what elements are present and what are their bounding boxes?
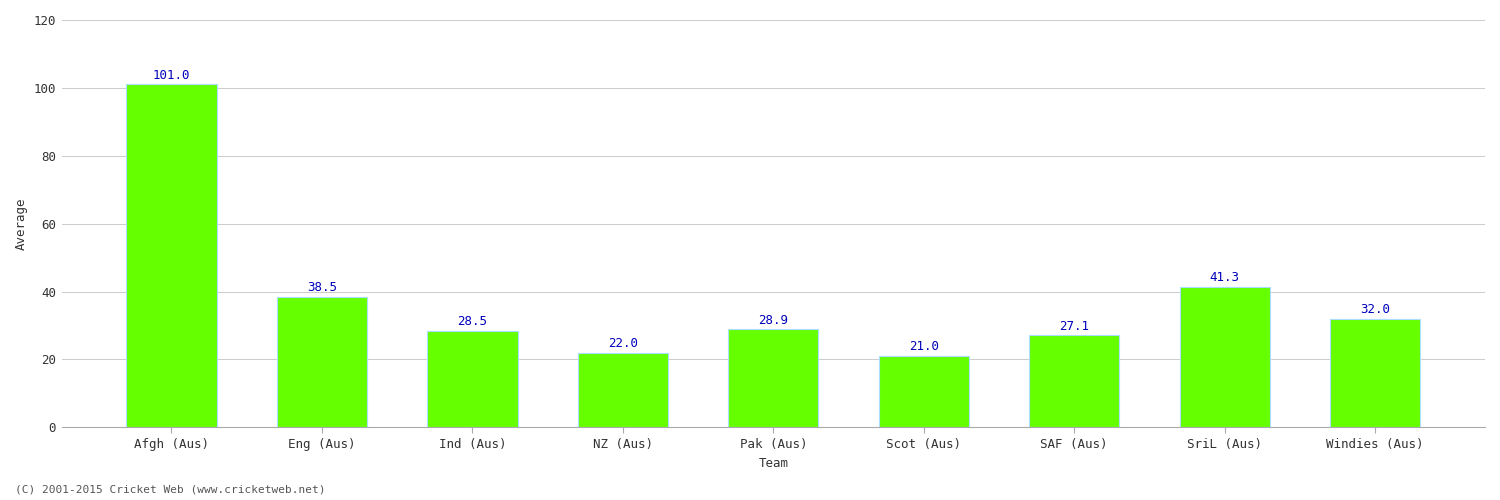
X-axis label: Team: Team — [759, 457, 789, 470]
Bar — [578, 352, 668, 428]
Text: 41.3: 41.3 — [1209, 272, 1239, 284]
Text: 101.0: 101.0 — [153, 69, 190, 82]
Bar — [1179, 287, 1270, 428]
Text: 21.0: 21.0 — [909, 340, 939, 353]
Text: 28.5: 28.5 — [458, 315, 488, 328]
Bar — [126, 84, 216, 428]
Bar — [427, 330, 518, 428]
Text: 27.1: 27.1 — [1059, 320, 1089, 332]
Bar — [1330, 318, 1420, 428]
Text: 38.5: 38.5 — [308, 281, 338, 294]
Bar — [728, 329, 819, 428]
Bar — [278, 296, 368, 428]
Bar — [1029, 336, 1119, 428]
Y-axis label: Average: Average — [15, 198, 28, 250]
Text: 32.0: 32.0 — [1360, 303, 1390, 316]
Text: 22.0: 22.0 — [608, 337, 638, 350]
Text: (C) 2001-2015 Cricket Web (www.cricketweb.net): (C) 2001-2015 Cricket Web (www.cricketwe… — [15, 485, 326, 495]
Text: 28.9: 28.9 — [759, 314, 789, 326]
Bar — [879, 356, 969, 428]
